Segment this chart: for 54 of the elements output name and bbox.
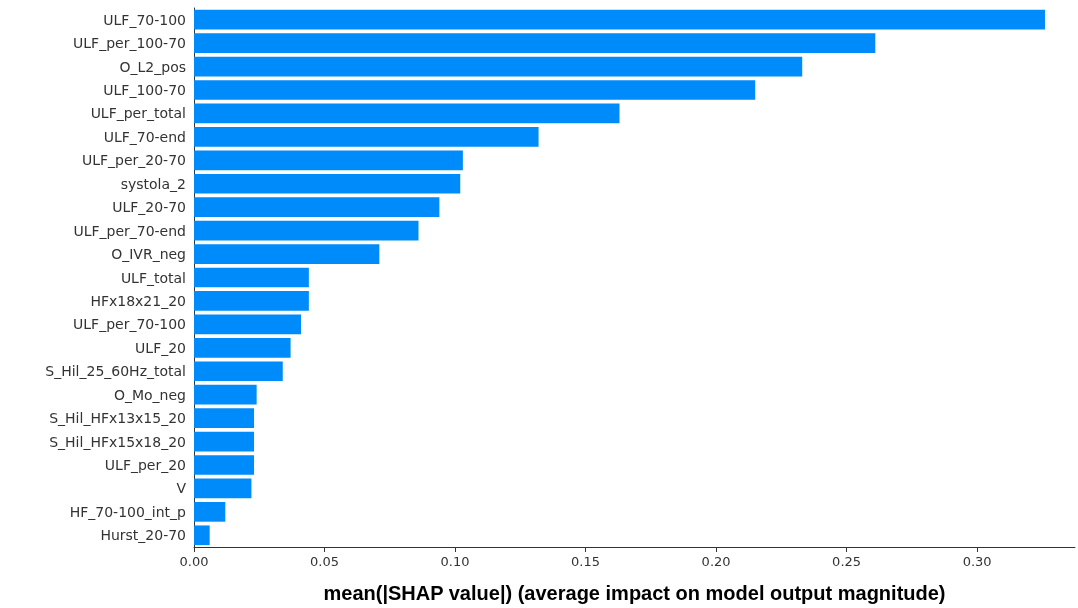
bar (194, 173, 461, 194)
bar (194, 9, 1045, 30)
bar (194, 455, 255, 475)
y-tick-label: Hurst_20-70 (100, 527, 186, 544)
y-tick-label: ULF_per_total (90, 105, 186, 122)
bar (194, 314, 302, 335)
x-tick-label: 0.05 (310, 554, 339, 569)
bar (194, 80, 756, 100)
y-tick-label: O_IVR_neg (111, 246, 186, 263)
x-tick-label: 0.00 (179, 554, 209, 569)
bar (194, 431, 255, 452)
x-tick-label: 0.10 (440, 554, 470, 569)
bar (194, 525, 210, 546)
y-tick-label: ULF_total (120, 269, 186, 286)
x-tick-label: 0.15 (571, 554, 601, 569)
bar (194, 267, 309, 288)
bar (194, 502, 226, 522)
y-tick-label: ULF_70-end (103, 128, 186, 145)
y-tick-label: ULF_per_20-70 (81, 152, 186, 169)
x-tick-label: 0.20 (701, 554, 731, 569)
x-tick-label: 0.30 (962, 554, 992, 569)
bar (194, 408, 255, 428)
y-tick-label: ULF_per_20 (104, 456, 186, 473)
y-tick-label: ULF_20-70 (112, 199, 186, 216)
y-tick-label: HF_70-100_int_p (69, 503, 187, 520)
bar (194, 197, 440, 218)
bar (194, 478, 252, 499)
bar (194, 127, 539, 147)
y-tick-label: S_Hil_HFx13x15_20 (49, 410, 186, 427)
bar (194, 244, 380, 264)
y-tick-label: O_Mo_neg (113, 386, 186, 403)
y-tick-label: systola_2 (120, 175, 186, 192)
bar (194, 361, 283, 382)
bar (194, 150, 463, 171)
bar (194, 384, 257, 405)
y-tick-label: ULF_per_70-100 (73, 316, 186, 333)
bar (194, 33, 876, 53)
bar (194, 291, 309, 311)
bar (194, 56, 803, 77)
bar (194, 103, 620, 124)
y-tick-label: S_Hil_HFx15x18_20 (49, 433, 186, 450)
bar (194, 337, 291, 358)
y-tick-label: ULF_70-100 (103, 11, 186, 28)
x-tick-label: 0.25 (832, 554, 862, 569)
y-tick-label: ULF_per_100-70 (73, 35, 186, 52)
y-tick-label: HFx18x21_20 (90, 292, 186, 309)
y-tick-label: S_Hil_25_60Hz_total (45, 363, 186, 380)
x-axis-title: mean(|SHAP value|) (average impact on model output magnitude) (323, 582, 946, 604)
y-tick-label: ULF_100-70 (103, 82, 186, 99)
y-tick-label: V (176, 480, 187, 497)
y-tick-label: ULF_per_70-end (73, 222, 186, 239)
y-tick-label: O_L2_pos (119, 58, 186, 75)
y-tick-label: ULF_20 (135, 339, 186, 356)
bar (194, 220, 419, 241)
